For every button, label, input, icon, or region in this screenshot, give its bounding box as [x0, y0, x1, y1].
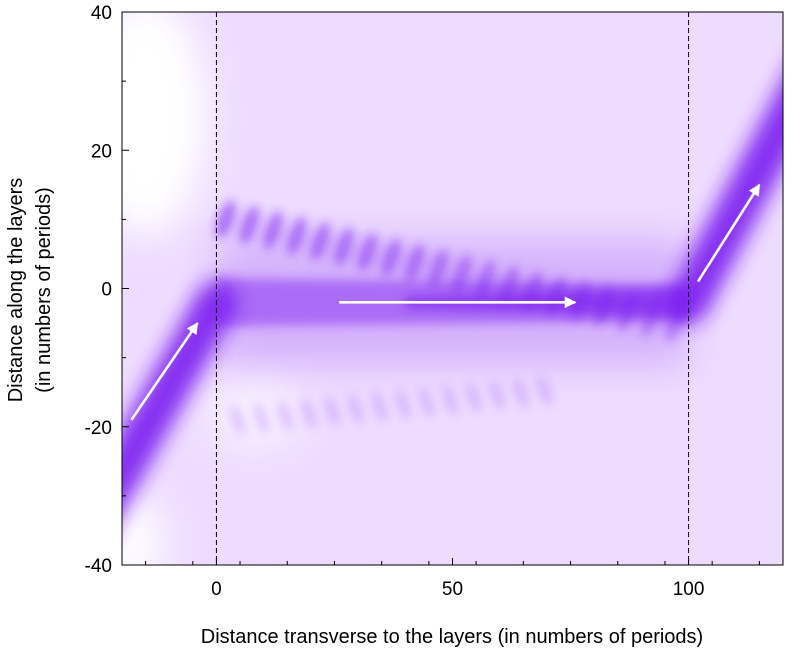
- side-lobe-lower: [300, 398, 317, 429]
- x-tick-label: 100: [673, 579, 705, 600]
- side-lobe-upper: [215, 200, 237, 239]
- low-intensity-upper-left: [122, 12, 208, 236]
- propagation-arrows: [130, 183, 761, 421]
- x-tick-label: 50: [442, 579, 463, 600]
- side-lobe-upper: [428, 249, 449, 288]
- side-lobe-lower: [536, 376, 553, 407]
- y-tick-label: 0: [101, 280, 112, 301]
- side-lobe-lower: [465, 382, 482, 414]
- y-tick-label: 20: [91, 141, 112, 162]
- side-lobe-lower: [489, 380, 506, 412]
- side-lobe-upper: [310, 222, 331, 261]
- plot-area: [122, 12, 783, 565]
- side-lobe-lower: [442, 385, 458, 416]
- side-lobe-lower: [418, 387, 435, 418]
- side-lobe-lower: [347, 393, 364, 425]
- side-lobe-lower: [513, 378, 529, 409]
- side-lobe-lower: [277, 400, 293, 431]
- side-lobe-upper: [380, 238, 402, 277]
- side-lobe-upper: [239, 205, 260, 244]
- y-tick-label: -40: [85, 556, 112, 577]
- y-axis-title-line2: (in numbers of periods): [33, 187, 55, 393]
- propagation-arrow: [696, 183, 761, 283]
- layer-boundaries: [215, 12, 690, 565]
- propagation-arrow: [130, 322, 199, 421]
- side-lobe-upper: [262, 211, 284, 250]
- side-lobe-upper: [404, 244, 425, 283]
- y-tick-label: 40: [91, 3, 112, 24]
- x-tick-label: 0: [211, 579, 222, 600]
- x-axis-title: Distance transverse to the layers (in nu…: [201, 626, 703, 648]
- y-axis-title-line1: Distance along the layers: [5, 178, 27, 403]
- side-lobe-lower: [371, 391, 388, 422]
- beam-incident: [122, 281, 238, 514]
- side-lobe-lower: [253, 402, 270, 433]
- side-lobe-upper: [286, 216, 307, 255]
- side-lobe-lower: [395, 389, 411, 420]
- side-lobe-upper: [357, 233, 378, 272]
- y-axis: -40 -20 0 20 40: [85, 3, 129, 577]
- x-axis: 0 50 100: [145, 558, 760, 600]
- low-intensity-lower-left: [122, 494, 166, 565]
- y-tick-label: -20: [85, 418, 112, 439]
- side-lobe-upper: [333, 227, 355, 266]
- side-lobe-lower: [229, 404, 246, 436]
- side-lobe-lower: [324, 395, 340, 427]
